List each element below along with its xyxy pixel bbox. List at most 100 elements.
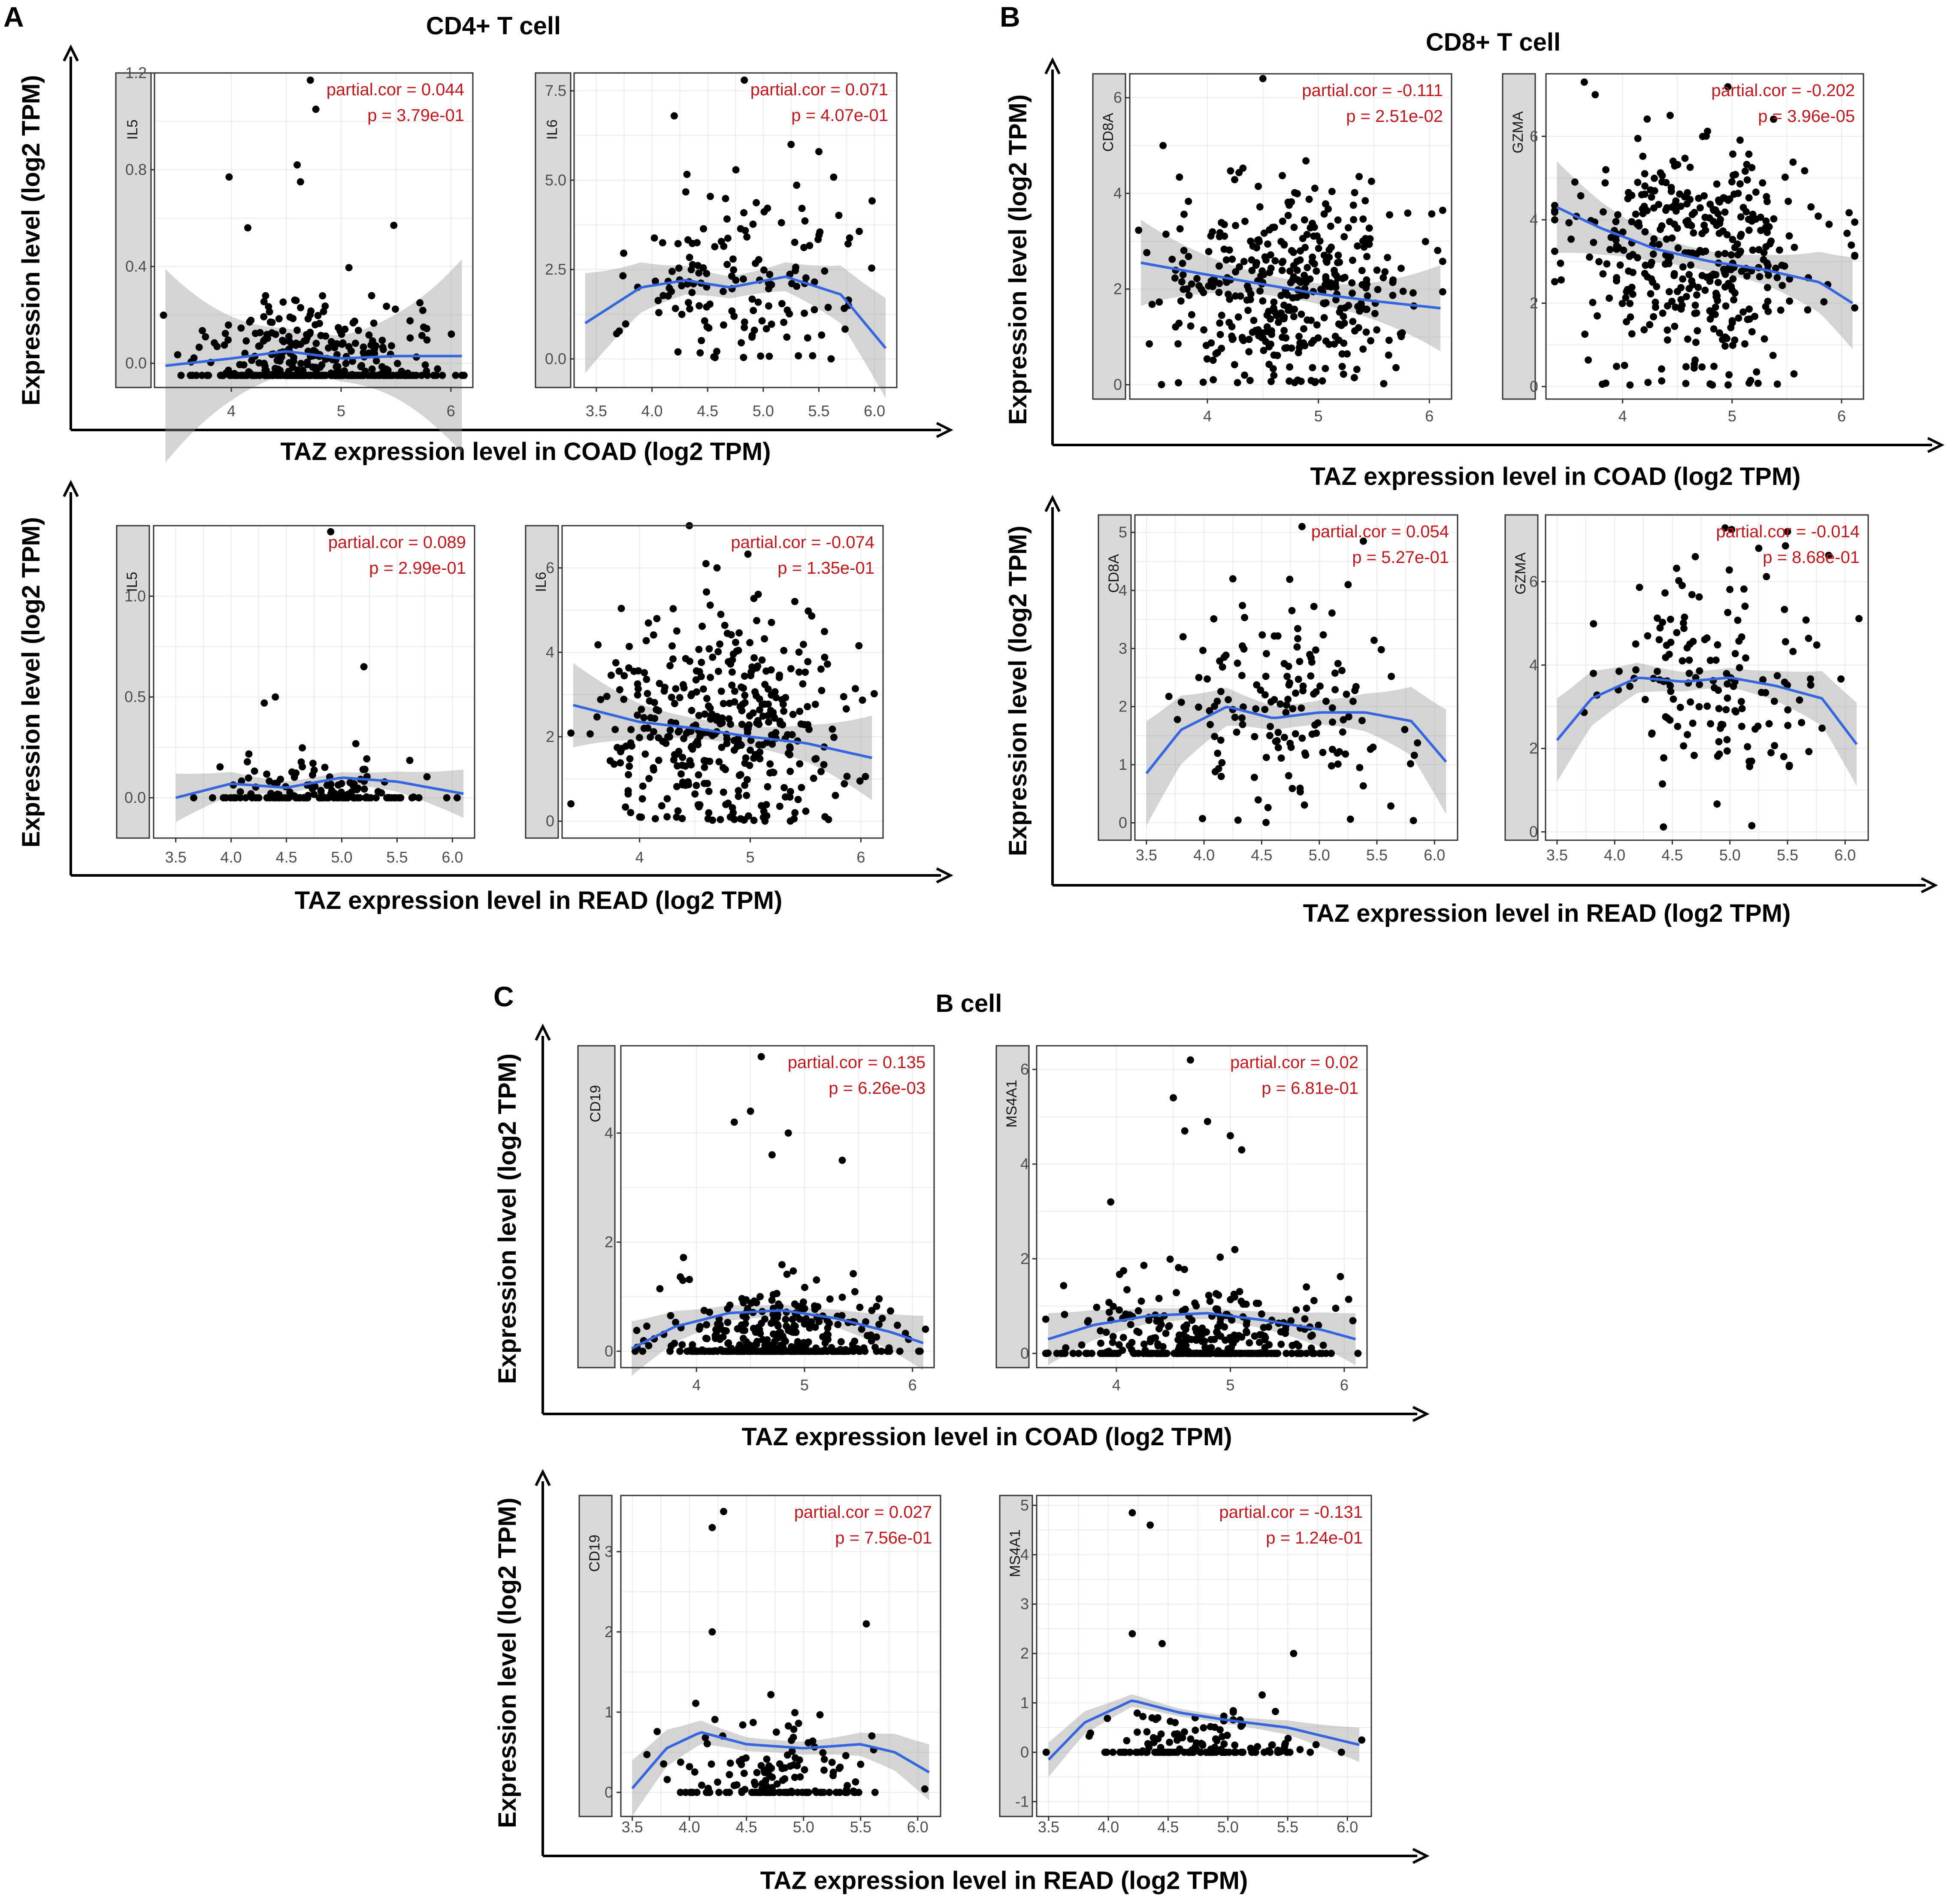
data-point [1727, 251, 1735, 259]
data-point [921, 1785, 929, 1793]
data-point [686, 1763, 693, 1771]
data-point [726, 1302, 734, 1309]
p-value-label: p = 5.27e-01 [1352, 548, 1449, 567]
data-point [1656, 624, 1664, 632]
data-point [1757, 213, 1764, 221]
data-point [1264, 1350, 1272, 1357]
data-point [765, 718, 772, 726]
data-point [708, 1760, 715, 1768]
data-point [1188, 280, 1195, 288]
data-point [1385, 336, 1393, 344]
data-point [1166, 1738, 1174, 1746]
data-point [1282, 708, 1290, 716]
data-point [272, 330, 279, 338]
data-point [1615, 668, 1623, 675]
data-point [1225, 291, 1232, 298]
data-point [1585, 356, 1592, 364]
data-point [717, 687, 725, 695]
data-point [832, 1789, 840, 1796]
p-value-label: p = 3.96e-05 [1758, 107, 1855, 126]
data-point [894, 1321, 901, 1329]
data-point [1689, 720, 1697, 727]
data-point [603, 693, 611, 700]
data-point [799, 641, 807, 648]
data-point [1722, 706, 1730, 714]
x-tick-label: 5.0 [753, 402, 774, 420]
data-point [1781, 262, 1788, 270]
data-point [1728, 526, 1736, 533]
data-point [1845, 209, 1853, 217]
data-point [1766, 240, 1774, 248]
data-point [1312, 1741, 1320, 1749]
data-point [1280, 327, 1288, 334]
data-point [1551, 202, 1558, 209]
confidence-band [175, 769, 464, 822]
data-point [1601, 179, 1609, 187]
data-point [1286, 575, 1294, 583]
facet-strip [115, 72, 152, 388]
x-axis-arrowhead [936, 867, 953, 884]
data-point [737, 771, 744, 778]
data-point [729, 650, 737, 658]
partial-cor-label: partial.cor = 0.135 [788, 1053, 926, 1072]
data-point [345, 343, 353, 351]
data-point [586, 730, 594, 738]
data-point [1660, 823, 1667, 831]
panel-letter: C [493, 981, 514, 1012]
data-point [773, 1780, 781, 1788]
data-point [1732, 708, 1740, 716]
data-point [1613, 363, 1620, 370]
y-tick-label: 3 [1119, 639, 1127, 657]
data-point [1328, 609, 1336, 617]
data-point [1294, 635, 1302, 642]
data-point [1745, 758, 1753, 765]
plot-border [620, 1495, 941, 1817]
data-point [726, 699, 733, 707]
data-point [671, 700, 678, 708]
data-point [801, 1283, 808, 1291]
plot-border [1134, 514, 1458, 841]
data-point [739, 1326, 747, 1334]
data-point [635, 734, 643, 742]
data-point [1283, 1748, 1291, 1756]
data-point [1097, 1327, 1104, 1335]
data-point [1358, 281, 1366, 288]
data-point [622, 803, 629, 811]
data-point [1205, 282, 1213, 290]
data-point [1706, 307, 1714, 315]
data-point [624, 787, 632, 795]
data-point [1294, 625, 1301, 633]
data-point [1701, 286, 1709, 294]
data-point [862, 1620, 870, 1628]
data-point [1626, 300, 1634, 307]
data-point [1848, 241, 1855, 249]
data-point [678, 311, 686, 318]
data-point [1674, 723, 1682, 730]
data-point [1629, 269, 1636, 276]
data-point [741, 672, 748, 680]
data-point [1241, 218, 1249, 225]
data-point [1328, 762, 1335, 770]
data-point [1220, 221, 1228, 228]
data-point [1626, 682, 1633, 690]
data-point [761, 1347, 769, 1355]
data-point [315, 372, 323, 379]
data-point [1651, 175, 1658, 182]
data-point [1178, 278, 1186, 286]
data-point [1308, 658, 1316, 666]
data-point [837, 1338, 845, 1346]
data-point [1128, 1509, 1136, 1517]
data-point [1789, 648, 1797, 655]
data-point [1332, 1305, 1340, 1312]
data-point [738, 339, 745, 347]
data-point [743, 776, 751, 784]
data-point [1265, 360, 1273, 368]
data-point [338, 330, 345, 338]
data-point [1168, 255, 1176, 263]
data-point [1307, 317, 1315, 324]
data-point [1105, 1308, 1113, 1316]
data-point [1720, 266, 1727, 273]
data-point [665, 285, 673, 292]
data-point [412, 372, 420, 379]
data-point [260, 337, 267, 345]
